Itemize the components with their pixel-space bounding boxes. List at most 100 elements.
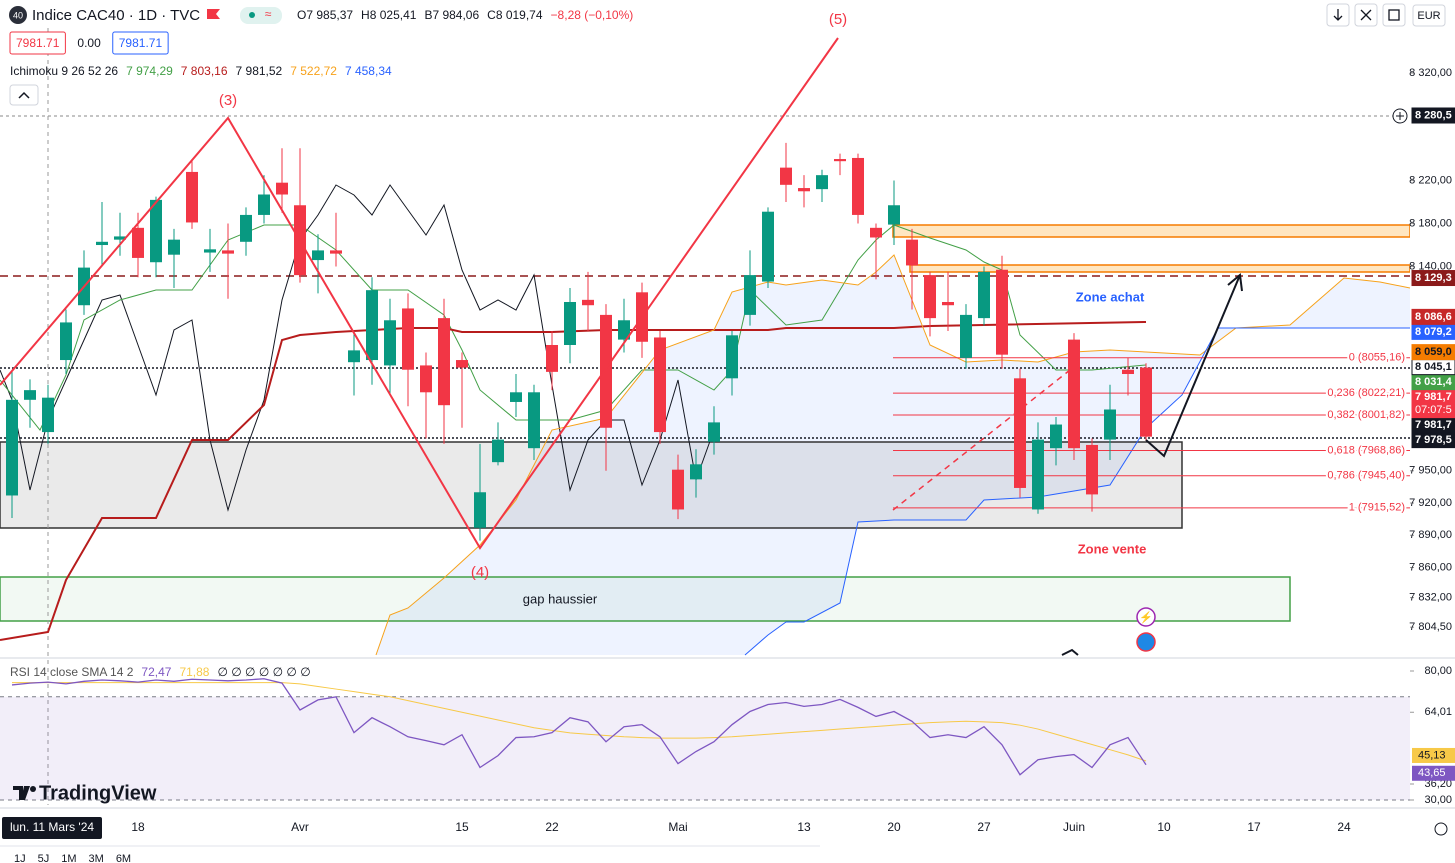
icon <box>1388 9 1400 21</box>
price-box-text: 0.00 <box>77 36 101 50</box>
y-tick-label: 8 140,00 <box>1409 260 1452 272</box>
icon <box>1360 9 1372 21</box>
arrow-head <box>1227 273 1243 292</box>
y2-tick-label: 30,00 <box>1424 794 1452 806</box>
candle-body <box>456 360 468 368</box>
candle-body <box>1104 409 1116 440</box>
price-label-box <box>1411 389 1455 419</box>
price-box <box>70 31 108 55</box>
price-label: 8 079,2 <box>1415 326 1452 338</box>
candle-body <box>204 249 216 253</box>
logo-icon <box>13 786 30 800</box>
rsi-sma <box>12 682 1147 762</box>
icon-button[interactable] <box>1382 3 1406 27</box>
timeframe-toolbar: 1J 5J 1M 3M 6M <box>14 853 131 863</box>
price-box <box>112 31 169 55</box>
candle-body <box>726 335 738 379</box>
y-tick-label: 7 832,00 <box>1409 592 1452 604</box>
indicator-legend: Ichimoku 9 26 52 26 7 974,29 7 803,16 7 981… <box>10 64 392 78</box>
candle-body <box>366 290 378 361</box>
collapse-icon <box>18 91 30 99</box>
candle-body <box>906 239 918 266</box>
candle-body <box>6 399 18 496</box>
candle-body <box>114 236 126 240</box>
price-label: 7 981,7 <box>1415 391 1452 403</box>
price-label-box <box>1411 344 1455 361</box>
timeframe: 1M <box>61 853 76 863</box>
ohlc-legend: O7 985,37 H8 025,41 B7 984,06 C8 019,74 −8,2… <box>297 8 633 22</box>
price-label: 8 280,5 <box>1415 109 1452 121</box>
candle-body <box>312 250 324 261</box>
candle-body <box>492 439 504 463</box>
timeframe: 6M <box>116 853 131 863</box>
currency-button[interactable] <box>1412 4 1446 27</box>
candle-body <box>1122 369 1134 375</box>
rsi-last-label: 45,13 <box>1418 749 1446 761</box>
x-tick-label: 27 <box>977 820 991 834</box>
y-tick-label: 8 220,00 <box>1409 174 1452 186</box>
arrow-head <box>1061 648 1079 656</box>
candle-body <box>672 469 684 510</box>
price-label: 8 129,3 <box>1415 272 1452 284</box>
y-tick-label: 7 920,00 <box>1409 497 1452 509</box>
ichimoku-cloud <box>376 255 1410 655</box>
wave-label: (3) <box>219 92 237 109</box>
candle-body <box>276 182 288 195</box>
status-icon: ≈ <box>265 7 272 21</box>
x-tick-label: 18 <box>131 820 145 834</box>
rsi-band <box>0 696 1410 800</box>
fib-label: 1 (7915,52) <box>1349 502 1405 514</box>
countdown: 07:07:5 <box>1415 404 1452 416</box>
candle-body <box>618 320 630 340</box>
candle-body <box>24 390 36 400</box>
y-tick-label: 7 950,00 <box>1409 465 1452 477</box>
candle-body <box>1032 439 1044 510</box>
candle-body <box>528 392 540 449</box>
status-pill[interactable] <box>240 7 282 24</box>
rsi-value: 72,47 <box>141 665 171 679</box>
wave-label: (4) <box>471 564 489 581</box>
price-label: 8 086,6 <box>1415 311 1452 323</box>
candle-body <box>924 275 936 319</box>
candle-body <box>1086 444 1098 495</box>
candle-body <box>1014 378 1026 488</box>
y-tick-label: 7 804,50 <box>1409 621 1452 633</box>
wave-label: (5) <box>829 11 847 28</box>
y2-tick-label: 64,01 <box>1424 706 1452 718</box>
ohlc-value: B7 984,06 <box>424 8 479 22</box>
candle-body <box>546 344 558 372</box>
price-boxes: 7981.71 0.00 7981.71 <box>9 31 169 55</box>
price-label: 7 978,5 <box>1415 434 1452 446</box>
x-tick-label: 24 <box>1337 820 1351 834</box>
price-label-box <box>1411 270 1455 287</box>
rsi-last-label: 43,65 <box>1418 767 1446 779</box>
x-tick-label: 20 <box>887 820 901 834</box>
y-tick-label: 8 180,00 <box>1409 217 1452 229</box>
candle-body <box>852 157 864 215</box>
price-box-text: 7981.71 <box>119 36 163 50</box>
ohlc-value: −8,28 (−0,10%) <box>551 8 634 22</box>
candle-body <box>240 214 252 242</box>
y-tick-label: 7 860,00 <box>1409 561 1452 573</box>
event-icon[interactable] <box>1136 607 1156 627</box>
candle-body <box>780 167 792 185</box>
gap-label: gap haussier <box>523 591 598 606</box>
rsi-values <box>11 678 1147 776</box>
candle-body <box>762 211 774 282</box>
timeframe: 3M <box>89 853 104 863</box>
zone-label: Zone vente <box>1078 541 1147 556</box>
candle-body <box>582 299 594 306</box>
x-tick-label: Juin <box>1063 820 1085 834</box>
range-zone <box>0 441 1183 529</box>
candle-body <box>168 239 180 255</box>
flag-icon[interactable] <box>207 9 220 19</box>
collapse-button[interactable] <box>9 84 39 106</box>
indicator-value: 7 522,72 <box>290 64 337 78</box>
chart-title[interactable]: Indice CAC40 · 1D · TVC <box>32 7 200 24</box>
ohlc-value: O7 985,37 <box>297 8 353 22</box>
event-icon[interactable] <box>1136 632 1156 652</box>
candle-body <box>348 350 360 363</box>
candle-body <box>1140 367 1152 437</box>
settings-icon[interactable] <box>1434 822 1448 836</box>
